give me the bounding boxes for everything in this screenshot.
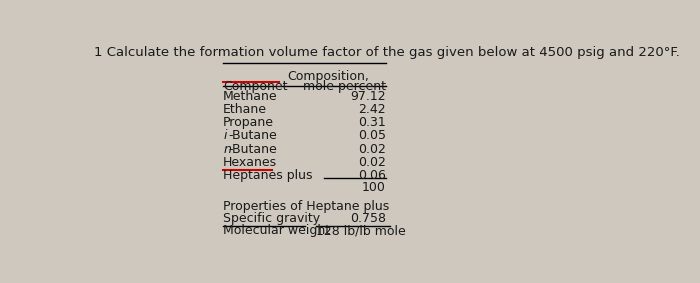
Text: i: i — [223, 129, 227, 142]
Text: Molecular weight: Molecular weight — [223, 224, 330, 237]
Text: 2.42: 2.42 — [358, 103, 386, 116]
Text: n: n — [223, 143, 231, 156]
Text: 0.06: 0.06 — [358, 169, 386, 182]
Text: Specific gravity: Specific gravity — [223, 212, 321, 225]
Text: 0.02: 0.02 — [358, 156, 386, 169]
Text: -Butane: -Butane — [228, 129, 277, 142]
Text: -Butane: -Butane — [228, 143, 277, 156]
Text: 1 Calculate the formation volume factor of the gas given below at 4500 psig and : 1 Calculate the formation volume factor … — [94, 46, 680, 59]
Text: 97.12: 97.12 — [350, 90, 386, 103]
Text: Propane: Propane — [223, 116, 274, 129]
Text: mole percent: mole percent — [303, 80, 386, 93]
Text: 0.31: 0.31 — [358, 116, 386, 129]
Text: Componet: Componet — [223, 80, 288, 93]
Text: Composition,: Composition, — [287, 70, 369, 83]
Text: Hexanes: Hexanes — [223, 156, 277, 169]
Text: 100: 100 — [362, 181, 386, 194]
Text: Properties of Heptane plus: Properties of Heptane plus — [223, 200, 389, 213]
Text: 0.02: 0.02 — [358, 143, 386, 156]
Text: 0.05: 0.05 — [358, 129, 386, 142]
Text: Methane: Methane — [223, 90, 278, 103]
Text: 128 lb/lb mole: 128 lb/lb mole — [316, 224, 406, 237]
Text: 0.758: 0.758 — [350, 212, 386, 225]
Text: Heptanes plus: Heptanes plus — [223, 169, 313, 182]
Text: Ethane: Ethane — [223, 103, 267, 116]
